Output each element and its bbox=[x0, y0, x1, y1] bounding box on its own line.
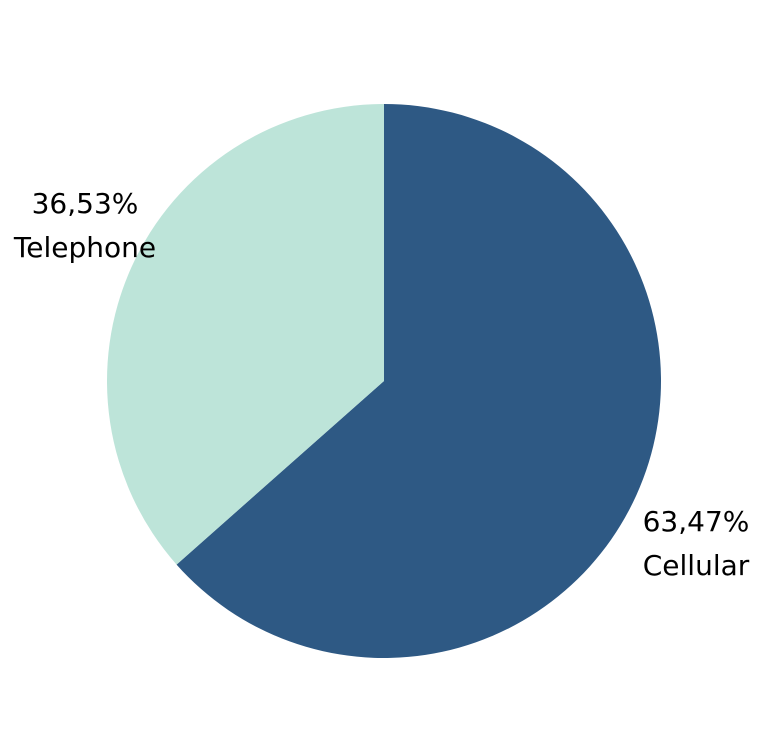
pie-slice-telephone bbox=[107, 104, 384, 565]
slice-label-telephone-percent: 36,53% bbox=[32, 187, 139, 220]
pie-slice-cellular bbox=[176, 104, 662, 659]
pie-slices bbox=[107, 104, 662, 659]
slice-label-telephone-name: Telephone bbox=[13, 231, 156, 264]
slice-label-cellular-percent: 63,47% bbox=[643, 505, 750, 538]
slice-labels: 36,53% Telephone 63,47% Cellular bbox=[13, 187, 750, 582]
slice-label-cellular-name: Cellular bbox=[643, 549, 750, 582]
